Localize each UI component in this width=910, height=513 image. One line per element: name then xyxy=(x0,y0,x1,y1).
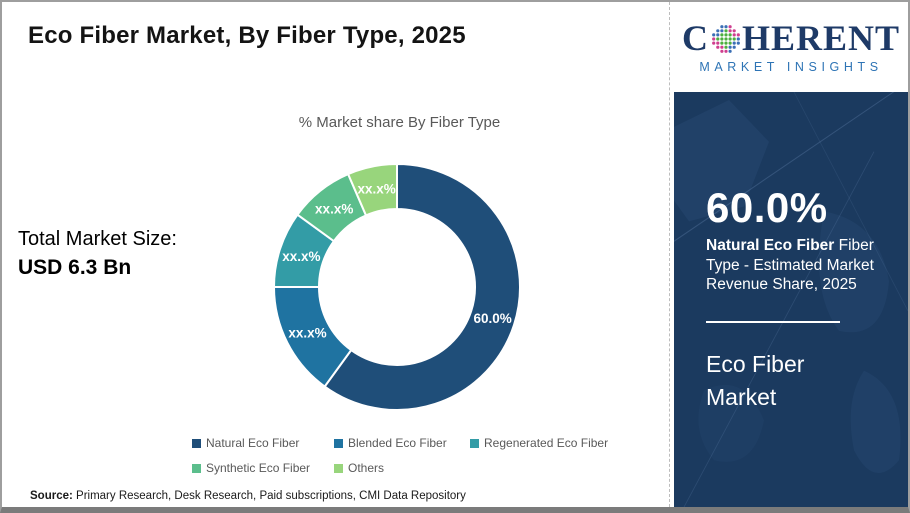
donut-slice-others xyxy=(346,162,398,217)
total-market-size: Total Market Size: USD 6.3 Bn xyxy=(18,228,177,280)
legend-label: Others xyxy=(348,461,385,475)
legend-swatch xyxy=(470,438,479,448)
slice-label: xx.x% xyxy=(357,182,395,197)
legend-swatch xyxy=(334,438,343,448)
slice-label: xx.x% xyxy=(288,326,326,341)
legend-item: Regenerated Eco Fiber xyxy=(470,436,608,450)
logo-letter-c: C xyxy=(681,18,709,58)
slice-label: xx.x% xyxy=(315,202,353,217)
sidebar-panel: 60.0% Natural Eco Fiber Fiber Type - Est… xyxy=(674,92,908,507)
divider-line xyxy=(706,321,840,323)
stat-description: Natural Eco Fiber Fiber Type - Estimated… xyxy=(706,236,890,295)
stat-value: 60.0% xyxy=(706,184,828,231)
report-market-name: Eco Fiber Market xyxy=(706,351,805,410)
page-title: Eco Fiber Market, By Fiber Type, 2025 xyxy=(28,22,466,49)
legend-label: Synthetic Eco Fiber xyxy=(206,461,311,475)
legend-item: Blended Eco Fiber xyxy=(334,436,470,450)
legend-label: Regenerated Eco Fiber xyxy=(484,436,609,450)
legend-swatch xyxy=(334,463,343,473)
logo-subtext: MARKET INSIGHTS xyxy=(699,60,883,74)
globe-dots-icon xyxy=(712,25,740,53)
source-text: Primary Research, Desk Research, Paid su… xyxy=(72,490,466,502)
legend-item: Natural Eco Fiber xyxy=(192,436,334,450)
source-note: Source: Primary Research, Desk Research,… xyxy=(30,490,466,502)
chart-subtitle: % Market share By Fiber Type xyxy=(298,114,501,131)
dashed-separator xyxy=(669,2,670,507)
legend-item: Synthetic Eco Fiber xyxy=(192,461,334,475)
legend-label: Natural Eco Fiber xyxy=(206,436,300,450)
brand-logo: C HERENT MARKET INSIGHTS xyxy=(674,2,908,92)
logo-letters-rest: HERENT xyxy=(741,18,901,58)
slice-label: xx.x% xyxy=(282,249,320,264)
stat-description-rest: Fiber Type - Estimated Market Revenue Sh… xyxy=(706,237,874,293)
slice-label: 60.0% xyxy=(473,311,511,326)
donut-chart: 60.0% xx.x% xx.x% xx.x% xx.x% xyxy=(272,162,521,411)
legend-label: Blended Eco Fiber xyxy=(348,436,447,450)
total-market-size-value: USD 6.3 Bn xyxy=(18,256,132,279)
legend-swatch xyxy=(192,463,201,473)
source-label: Source: xyxy=(30,490,73,502)
legend-item: Others xyxy=(334,461,470,475)
chart-legend: Natural Eco Fiber Blended Eco Fiber Regene… xyxy=(192,436,608,475)
world-map-background xyxy=(674,92,908,507)
legend-swatch xyxy=(192,438,201,448)
stat-description-segment: Natural Eco Fiber xyxy=(706,237,835,254)
logo-wordmark: C HERENT xyxy=(682,20,900,56)
donut-slice-natural-eco-fiber xyxy=(323,162,521,411)
total-market-size-label: Total Market Size: xyxy=(18,228,177,250)
